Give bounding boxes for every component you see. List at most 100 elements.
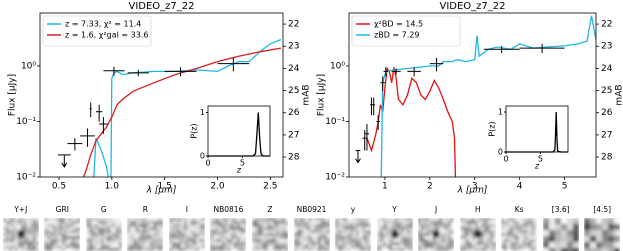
stamp-pixel [62,242,65,245]
stamp-pixel [53,227,56,230]
stamp-pixel [151,239,154,242]
stamp-pixel [362,233,365,236]
stamp-pixel [228,224,231,227]
stamp-pixel [202,230,205,233]
stamp-pixel [436,245,439,248]
stamp-pixel [365,230,368,233]
stamp-pixel [300,248,303,251]
stamp-pixel [590,230,596,236]
stamp-pixel [614,236,620,242]
stamp-pixel [516,248,519,251]
stamp-pixel [534,227,537,230]
stamp-pixel [528,233,531,236]
stamp-pixel [543,248,549,251]
stamp-pixel [472,239,475,242]
stamp-pixel [101,230,104,233]
stamp-pixel [169,230,172,233]
stamp-pixel [525,236,528,239]
stamp-pixel [6,224,9,227]
stamp-pixel [116,227,119,230]
stamp-pixel [258,236,261,239]
stamp-pixel [210,233,213,236]
stamp-pixel [119,245,122,248]
stamp-pixel [110,227,113,230]
stamp-pixel [297,245,300,248]
stamp-pixel [261,242,264,245]
stamp-pixel [602,218,608,224]
stamp-pixel [359,224,362,227]
stamp-pixel [436,227,439,230]
stamp-pixel [380,221,383,224]
stamp-pixel [410,239,413,242]
stamp-pixel [510,224,513,227]
stamp-pixel [389,227,392,230]
stamp-pixel [104,242,107,245]
stamp-pixel [300,233,303,236]
stamp-pixel [294,239,297,242]
stamp-pixel [264,245,267,248]
stamp-pixel [187,233,190,236]
stamp-pixel [237,239,240,242]
stamp-pixel [356,224,359,227]
stamp-pixel [424,224,427,227]
stamp-pixel [614,242,620,248]
stamp-pixel [389,233,392,236]
stamp-pixel [267,227,270,230]
stamp-pixel [327,230,330,233]
y-tick-label: 10⁻¹ [325,117,345,127]
stamp-pixel [216,248,219,251]
stamp-pixel [264,230,267,233]
stamp-pixel [466,218,469,221]
stamp-pixel [255,227,258,230]
stamp-pixel [398,224,401,227]
stamp-pixel [225,242,228,245]
stamp-pixel [65,227,68,230]
stamp-pixels [335,218,371,251]
stamp-pixel [318,227,321,230]
stamp-pixel [602,230,608,236]
stamp-pixel [341,227,344,230]
stamp-pixel [531,230,534,233]
inset-x-label: z [236,166,242,175]
stamp-pixel [157,233,160,236]
stamp-pixel [368,218,371,221]
plot-frame [348,12,597,178]
stamp-pixel [148,230,151,233]
stamp-pixel [15,224,18,227]
stamp-pixel [9,221,12,224]
stamp-pixel [507,227,510,230]
stamp-pixel [264,248,267,251]
stamp-pixel [202,224,205,227]
stamp-pixel [362,248,365,251]
stamp-pixel [92,221,95,224]
stamp-pixel [463,230,466,233]
stamp-pixel [273,248,276,251]
stamp-pixel [68,224,71,227]
stamp-pixel [222,239,225,242]
stamp-pixel [433,224,436,227]
stamp-pixel [92,233,95,236]
stamp-pixel [33,245,36,248]
stamp-pixel [353,242,356,245]
stamp-pixel [392,239,395,242]
stamp-pixel [92,227,95,230]
stamp-pixel [306,218,309,221]
stamp-pixel [56,227,59,230]
stamp-pixel [196,242,199,245]
stamp-pixel [181,233,184,236]
stamp-pixel [181,245,184,248]
stamp-pixel [516,224,519,227]
stamp-pixel [294,236,297,239]
stamp-pixel [309,233,312,236]
stamp-pixels [584,218,620,251]
stamp-pixel [424,242,427,245]
stamp-pixel [53,239,56,242]
stamp-pixel [261,227,264,230]
stamp-pixel [478,239,481,242]
stamp-pixel [445,221,448,224]
stamp-pixel [481,227,484,230]
stamp-pixel [276,227,279,230]
stamp-pixel [18,227,21,230]
stamp-pixel [202,248,205,251]
stamp-pixel [116,236,119,239]
